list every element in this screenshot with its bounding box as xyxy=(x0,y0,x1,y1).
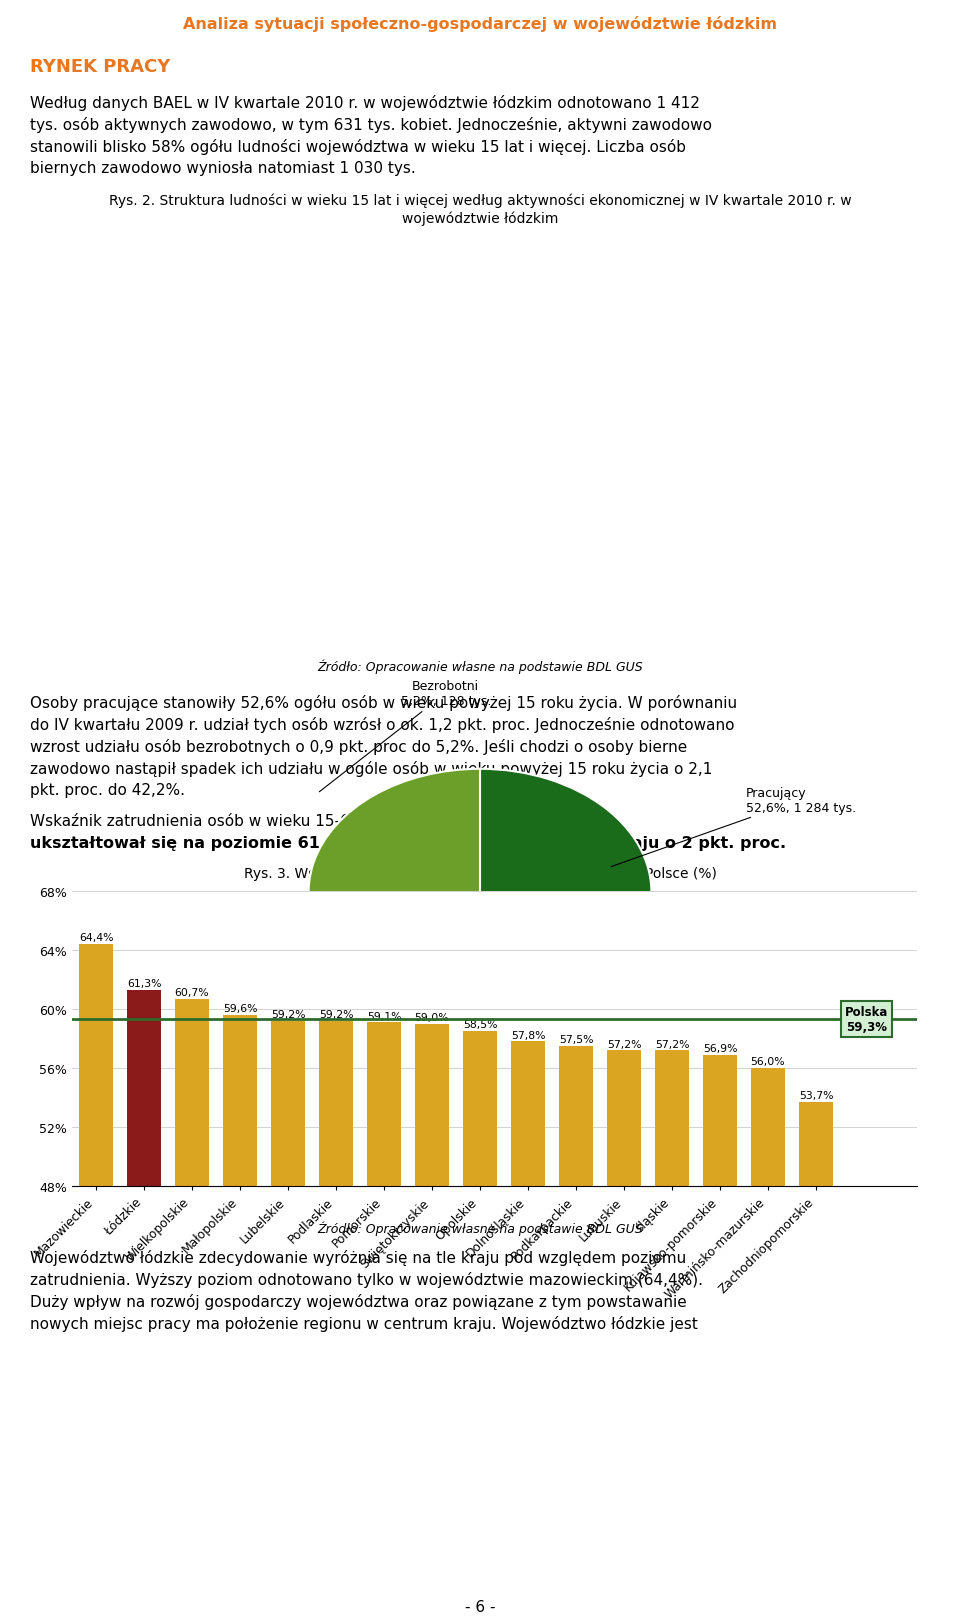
Bar xyxy=(703,1055,737,1623)
Text: 56,0%: 56,0% xyxy=(751,1057,785,1066)
Text: 59,6%: 59,6% xyxy=(223,1003,257,1013)
Wedge shape xyxy=(308,769,480,1001)
Bar xyxy=(175,1000,209,1623)
Bar xyxy=(751,1068,785,1623)
Bar xyxy=(463,1032,497,1623)
Bar xyxy=(655,1050,689,1623)
Bar xyxy=(79,945,113,1623)
Text: zatrudnienia. Wyższy poziom odnotowano tylko w województwie mazowieckim (64,4%).: zatrudnienia. Wyższy poziom odnotowano t… xyxy=(30,1271,703,1287)
Bar xyxy=(415,1024,449,1623)
Bar xyxy=(367,1022,401,1623)
Text: Polska
59,3%: Polska 59,3% xyxy=(845,1006,888,1034)
Text: 57,5%: 57,5% xyxy=(559,1034,593,1045)
Text: zawodowo nastąpił spadek ich udziału w ogóle osób w wieku powyżej 15 roku życia : zawodowo nastąpił spadek ich udziału w o… xyxy=(30,761,712,776)
Wedge shape xyxy=(399,893,480,1014)
Text: pkt. proc. do 42,2%.: pkt. proc. do 42,2%. xyxy=(30,782,185,797)
Text: Pracujący
52,6%, 1 284 tys.: Pracujący 52,6%, 1 284 tys. xyxy=(612,786,855,867)
Text: Rys. 3. Wskaźnik zatrudnienia osób w wieku 15-64 lata w Polsce (%): Rys. 3. Wskaźnik zatrudnienia osób w wie… xyxy=(244,867,716,881)
Bar xyxy=(271,1021,305,1623)
Text: 57,2%: 57,2% xyxy=(607,1039,641,1048)
Text: 59,2%: 59,2% xyxy=(271,1010,305,1019)
Text: Bierni
zawodowo
42,2%, 1 030 tys.: Bierni zawodowo 42,2%, 1 030 tys. xyxy=(91,896,348,938)
Text: 56,9%: 56,9% xyxy=(703,1044,737,1053)
Text: województwie łódzkim: województwie łódzkim xyxy=(402,211,558,226)
Bar xyxy=(559,1047,593,1623)
Text: 59,2%: 59,2% xyxy=(319,1010,353,1019)
Text: Rys. 2. Struktura ludności w wieku 15 lat i więcej według aktywności ekonomiczne: Rys. 2. Struktura ludności w wieku 15 la… xyxy=(108,193,852,208)
Text: do IV kwartału 2009 r. udział tych osób wzrósł o ok. 1,2 pkt. proc. Jednocześnie: do IV kwartału 2009 r. udział tych osób … xyxy=(30,717,734,732)
Text: Wskaźnik zatrudnienia osób w wieku 15-64 lata w województwie łódzkim na: Wskaźnik zatrudnienia osób w wieku 15-64… xyxy=(30,813,616,828)
Text: Według danych BAEL w IV kwartale 2010 r. w województwie łódzkim odnotowano 1 412: Według danych BAEL w IV kwartale 2010 r.… xyxy=(30,94,700,110)
Text: 64,4%: 64,4% xyxy=(79,933,113,943)
Text: 57,2%: 57,2% xyxy=(655,1039,689,1048)
Text: Źródło: Opracowanie własne na podstawie BDL GUS: Źródło: Opracowanie własne na podstawie … xyxy=(317,659,643,674)
Bar xyxy=(799,1102,833,1623)
Text: ukształtował się na poziomie 61,3% i był wyższy od średniej dla kraju o 2 pkt. p: ukształtował się na poziomie 61,3% i był… xyxy=(30,834,786,850)
Text: 59,1%: 59,1% xyxy=(367,1011,401,1021)
Text: - 6 -: - 6 - xyxy=(465,1599,495,1613)
Text: 61,3%: 61,3% xyxy=(127,979,161,988)
Bar xyxy=(127,990,161,1623)
Text: wzrost udziału osób bezrobotnych o 0,9 pkt. proc do 5,2%. Jeśli chodzi o osoby b: wzrost udziału osób bezrobotnych o 0,9 p… xyxy=(30,738,687,755)
Text: Województwo łódzkie zdecydowanie wyróżnia się na tle kraju pod względem poziomu: Województwo łódzkie zdecydowanie wyróżni… xyxy=(30,1250,686,1266)
Text: biernych zawodowo wyniosła natomiast 1 030 tys.: biernych zawodowo wyniosła natomiast 1 0… xyxy=(30,161,416,175)
Text: 60,7%: 60,7% xyxy=(175,987,209,997)
Bar xyxy=(223,1016,257,1623)
Text: stanowili blisko 58% ogółu ludności województwa w wieku 15 lat i więcej. Liczba : stanowili blisko 58% ogółu ludności woje… xyxy=(30,140,686,154)
Text: Analiza sytuacji społeczno-gospodarczej w województwie łódzkim: Analiza sytuacji społeczno-gospodarczej … xyxy=(183,16,777,32)
Bar xyxy=(607,1050,641,1623)
Text: RYNEK PRACY: RYNEK PRACY xyxy=(30,58,170,76)
Text: Bezrobotni
5,2%, 128 tys.: Bezrobotni 5,2%, 128 tys. xyxy=(320,680,491,792)
Text: nowych miejsc pracy ma położenie regionu w centrum kraju. Województwo łódzkie je: nowych miejsc pracy ma położenie regionu… xyxy=(30,1315,698,1331)
Text: Duży wpływ na rozwój gospodarczy województwa oraz powiązane z tym powstawanie: Duży wpływ na rozwój gospodarczy wojewód… xyxy=(30,1294,686,1310)
Text: 58,5%: 58,5% xyxy=(463,1019,497,1029)
Bar xyxy=(319,1021,353,1623)
Bar xyxy=(511,1042,545,1623)
Text: koniec 2010 r.: koniec 2010 r. xyxy=(469,813,588,828)
Text: 53,7%: 53,7% xyxy=(799,1091,833,1100)
Text: Źródło: Opracowanie własne na podstawie BDL GUS: Źródło: Opracowanie własne na podstawie … xyxy=(317,1220,643,1235)
Wedge shape xyxy=(452,769,652,1016)
Text: 57,8%: 57,8% xyxy=(511,1031,545,1040)
Text: 59,0%: 59,0% xyxy=(415,1013,449,1022)
Text: Osoby pracujące stanowiły 52,6% ogółu osób w wieku powyżej 15 roku życia. W poró: Osoby pracujące stanowiły 52,6% ogółu os… xyxy=(30,695,737,711)
Text: tys. osób aktywnych zawodowo, w tym 631 tys. kobiet. Jednocześnie, aktywni zawod: tys. osób aktywnych zawodowo, w tym 631 … xyxy=(30,117,712,133)
